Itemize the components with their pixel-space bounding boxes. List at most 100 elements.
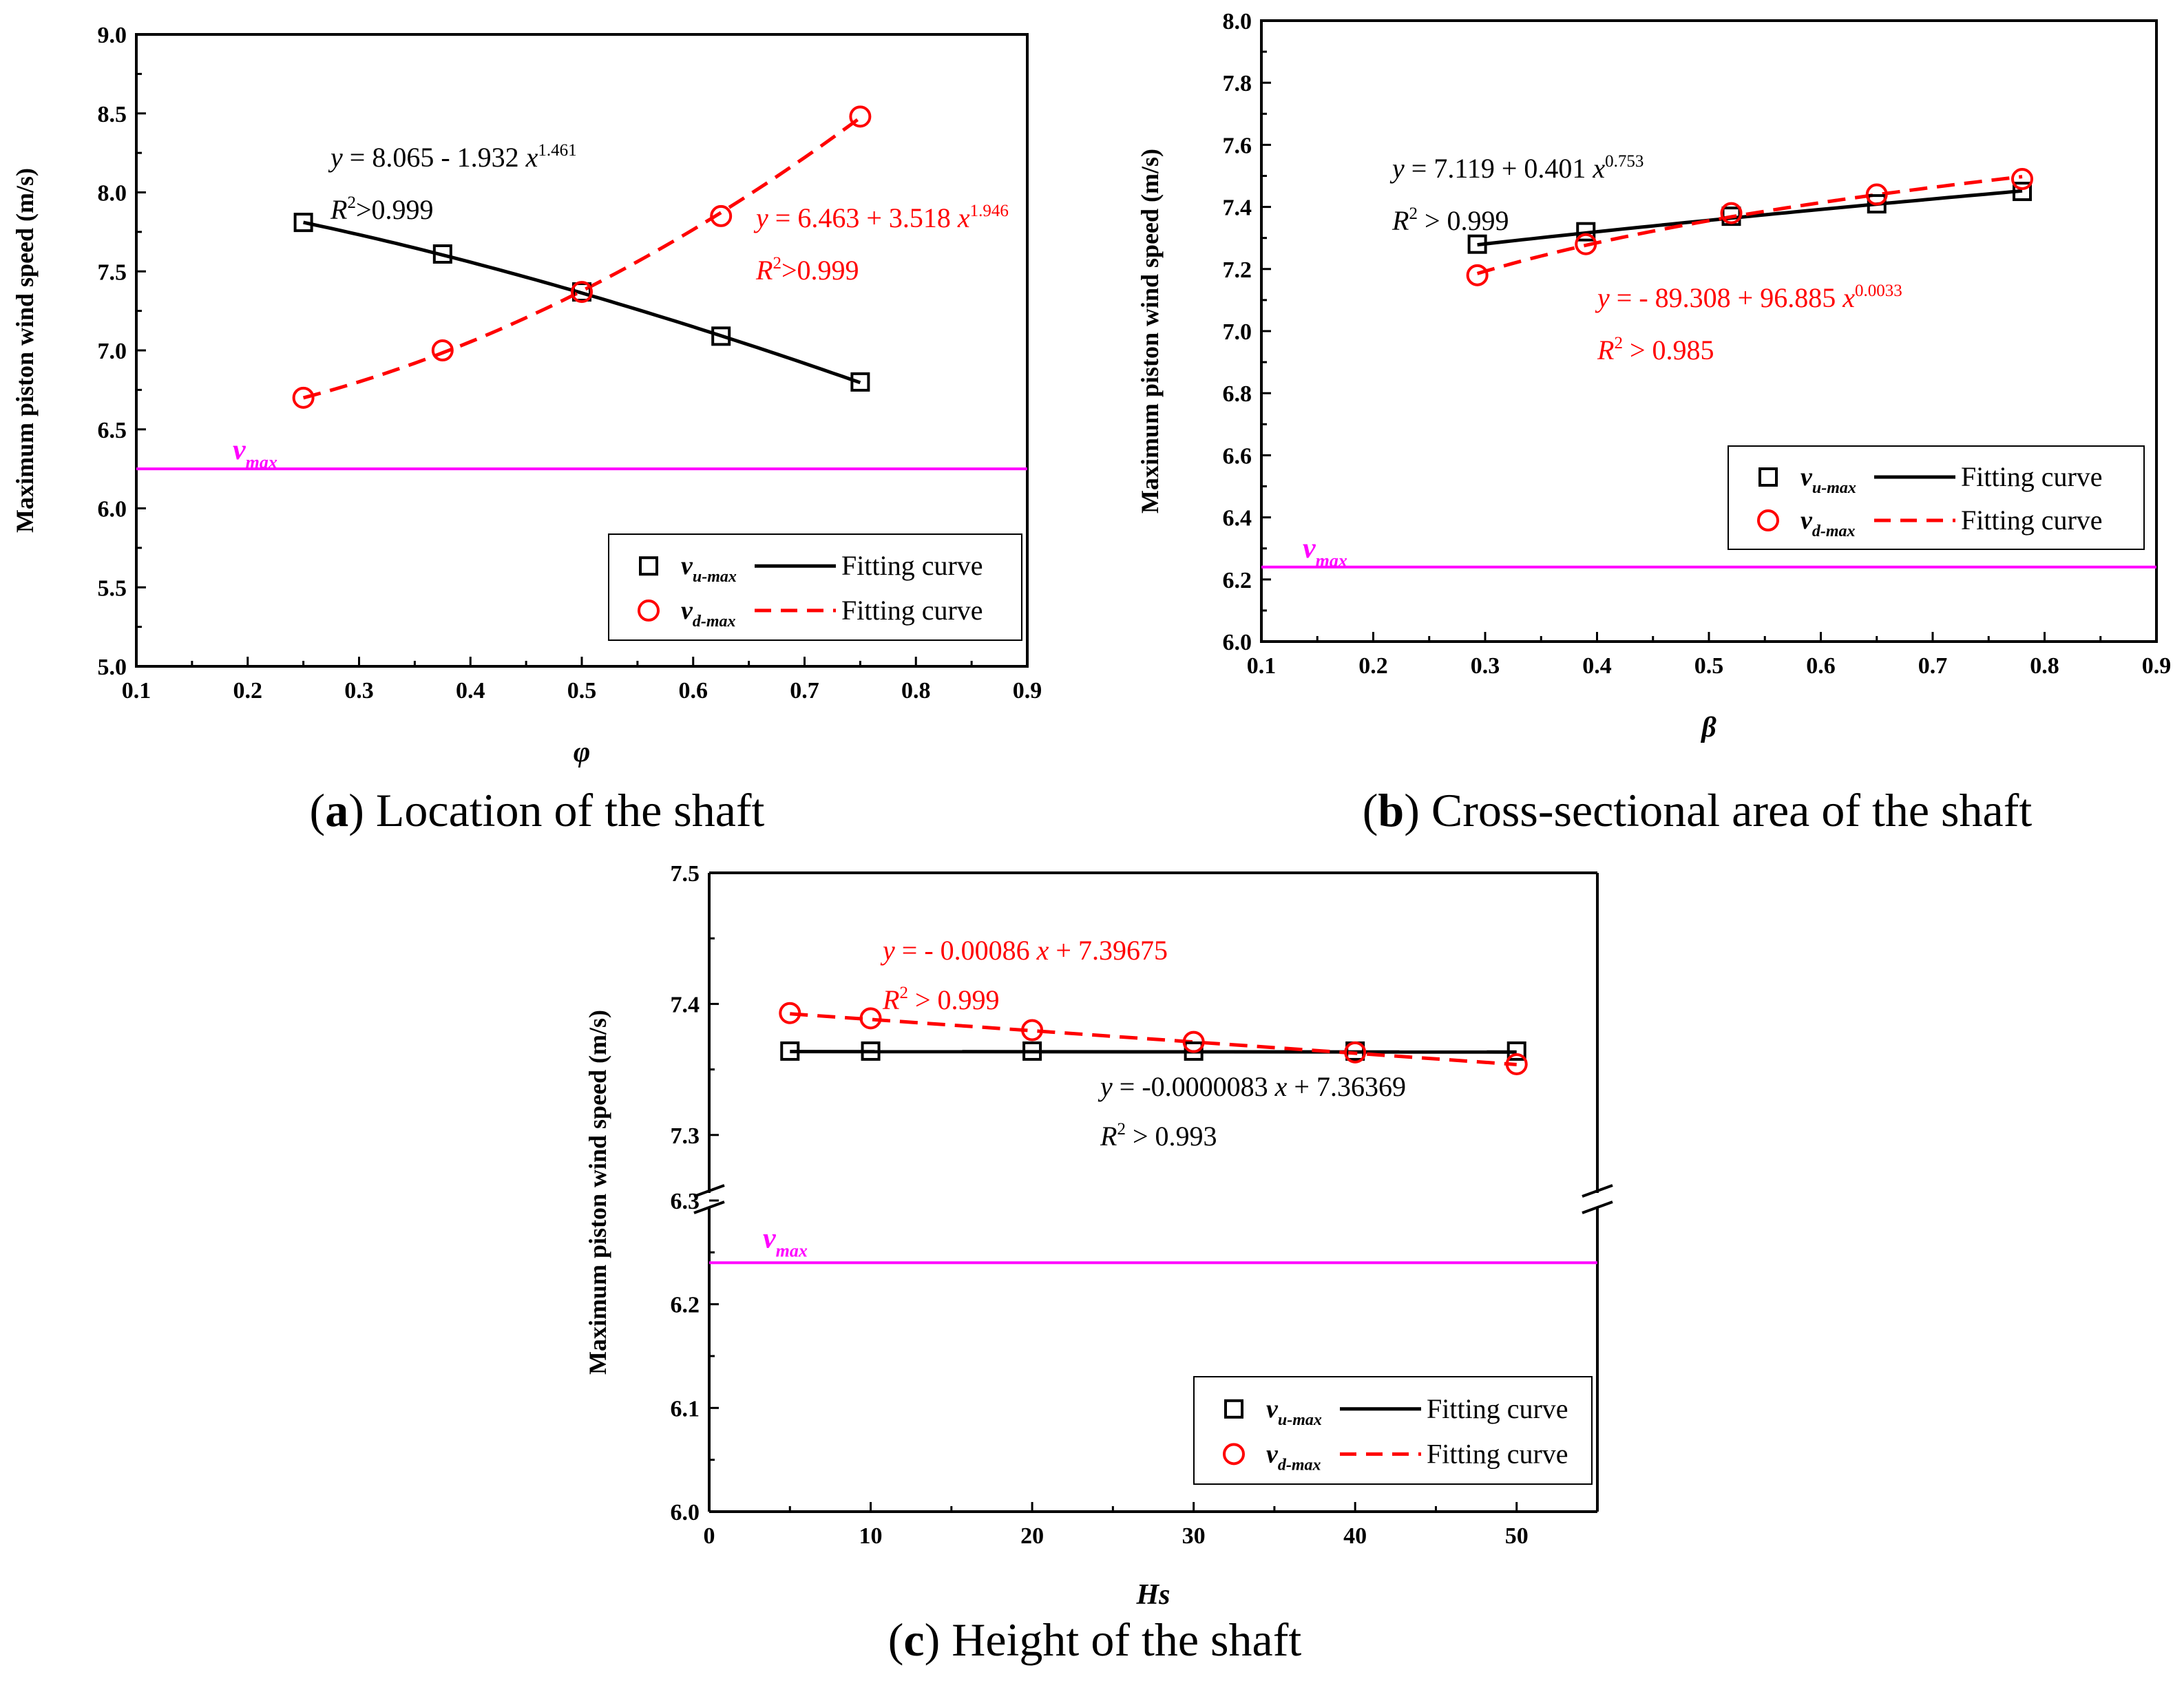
legend-label-d-max-main: v [1800,506,1813,535]
legend-label-d-max-sub: d-max [1812,522,1856,540]
fit-r2-v-d-max-r: R [882,984,899,1015]
y-tick-label: 7.0 [1223,319,1252,345]
fit-equation-v-d-max-x: x [1036,935,1049,966]
fit-curve-v-u-max [1477,189,2023,247]
fit-r2-v-d-max-value: > 0.985 [1623,335,1714,366]
legend-label-d-max-sub: d-max [1278,1456,1321,1474]
fit-equation-v-u-max-exponent: 1.461 [538,141,576,160]
fit-equation-v-d-max-x: x [1842,282,1855,313]
caption-b: (b) Cross-sectional area of the shaft [1363,784,2033,836]
legend-box [1193,1376,1593,1485]
y-tick-label: 6.1 [671,1396,700,1421]
y-tick-label: 7.5 [98,260,127,285]
fit-equation-v-d-max-exponent: 0.0033 [1855,282,1902,300]
fit-equation-v-d-max-y: y [880,935,895,966]
data-point-v-d-max [431,339,454,361]
data-point-v-u-max [850,372,870,392]
legend-box [1728,445,2145,550]
data-point-v-u-max [1506,1041,1526,1061]
fit-equation-v-u-max-x: x [1274,1071,1288,1102]
vmax-label: vmax [233,434,277,472]
x-tick-label: 10 [859,1523,883,1549]
x-tick-label: 0.8 [2030,653,2059,679]
legend-label-d-max: vd-max [1266,1439,1321,1474]
data-point-v-d-max [1021,1019,1044,1041]
fit-r2-v-u-max: R2 > 0.999 [1392,204,1509,236]
fit-equation-v-d-max-coeffs: = - 0.00086 [895,935,1037,966]
fit-curve-v-u-max [303,220,861,385]
fit-equation-v-d-max: y = 6.463 + 3.518 x1.946 [753,202,1009,233]
caption-a: (a) Location of the shaft [310,784,765,836]
y-tick-label: 6.0 [671,1500,700,1525]
data-point-v-d-max [779,1002,801,1024]
chart-panel-a: 5.0 5.5 6.0 6.5 7.0 7.5 8.0 8.5 9.0 0.1 0.2 0.3 0.4 0… [11,23,1042,768]
caption-c: (c) Height of the shaft [888,1614,1302,1666]
data-point-v-d-max [292,386,315,409]
y-tick-label: 7.3 [671,1123,700,1149]
y-tick-label: 8.5 [98,102,127,127]
y-axis-label: Maximum piston wind speed (m/s) [1136,149,1164,514]
fit-equation-v-u-max-x: x [1592,153,1605,184]
y-tick-label: 7.2 [1223,257,1252,283]
legend-marker-circle [638,599,660,622]
data-point-v-u-max [1576,222,1596,242]
x-tick-label: 0.9 [2142,653,2172,679]
x-tick-label: 0.7 [1918,653,1948,679]
fit-r2-v-d-max-r: R [755,255,773,286]
axis-break-mark [1582,1201,1613,1214]
vmax-label-sub: max [1316,551,1347,571]
y-tick-label: 6.4 [1223,506,1252,531]
legend-text-fitting-curve: Fitting curve [1961,461,2103,492]
y-tick-label: 6.0 [98,497,127,522]
x-tick-label: 30 [1182,1523,1206,1549]
y-tick-label: 6.6 [1223,443,1252,469]
fit-r2-v-d-max-exponent: 2 [1614,334,1623,352]
fit-r2-v-d-max: R2 > 0.999 [882,984,1000,1015]
fit-curve-v-d-max [1476,175,2023,275]
axis-break-mark [693,1201,725,1214]
fit-r2-v-u-max-r: R [1392,205,1409,236]
fit-r2-v-u-max: R2>0.999 [330,193,434,225]
legend-marker-square [1224,1399,1243,1419]
x-tick-label: 0.1 [1247,653,1277,679]
fit-equation-v-u-max-x: x [525,142,538,173]
fit-equation-v-u-max-constant: + 7.36369 [1287,1071,1406,1102]
y-tick-label: 7.6 [1223,133,1252,158]
x-tick-label: 0.6 [1806,653,1836,679]
fit-r2-v-d-max-value: >0.999 [781,255,859,286]
fit-r2-v-u-max-value: > 0.999 [1418,205,1509,236]
legend-text-fitting-curve: Fitting curve [841,595,983,626]
legend-label-u-max-main: v [1800,463,1813,491]
x-tick-label: 0.6 [679,678,708,704]
vmax-label-sub: max [776,1240,808,1260]
fit-r2-v-d-max: R2 > 0.985 [1597,334,1714,366]
y-tick-label: 7.8 [1223,71,1252,96]
legend-marker-square [639,556,658,576]
fit-equation-v-u-max-coeffs: = 7.119 + 0.401 [1405,153,1593,184]
fit-equation-v-d-max-constant: + 7.39675 [1049,935,1168,966]
y-tick-label: 5.0 [98,655,127,680]
legend-label-d-max-main: v [681,596,693,625]
y-axis-label: Maximum piston wind speed (m/s) [584,1010,611,1375]
x-tick-label: 0.8 [901,678,931,704]
x-tick-label: 0.4 [1582,653,1612,679]
legend-text-fitting-curve: Fitting curve [1961,505,2103,536]
data-point-v-u-max [780,1041,800,1061]
y-tick-label: 6.0 [1223,630,1252,655]
fit-equation-v-u-max-coeffs: = -0.0000083 [1113,1071,1275,1102]
fit-equation-v-u-max-y: y [1098,1071,1113,1102]
legend-label-d-max: vd-max [1800,506,1856,540]
vmax-label-main: v [1303,533,1316,564]
vmax-label-main: v [233,434,246,466]
x-tick-label: 40 [1343,1523,1367,1549]
y-tick-label: 6.3 [671,1189,700,1214]
legend-label-u-max-sub: u-max [1278,1411,1322,1429]
legend-text-fitting-curve: Fitting curve [1427,1393,1568,1424]
legend-label-u-max: vu-max [681,551,737,586]
legend-box [608,533,1022,641]
legend-marker-circle [1223,1443,1245,1466]
vmax-label-main: v [763,1223,777,1254]
